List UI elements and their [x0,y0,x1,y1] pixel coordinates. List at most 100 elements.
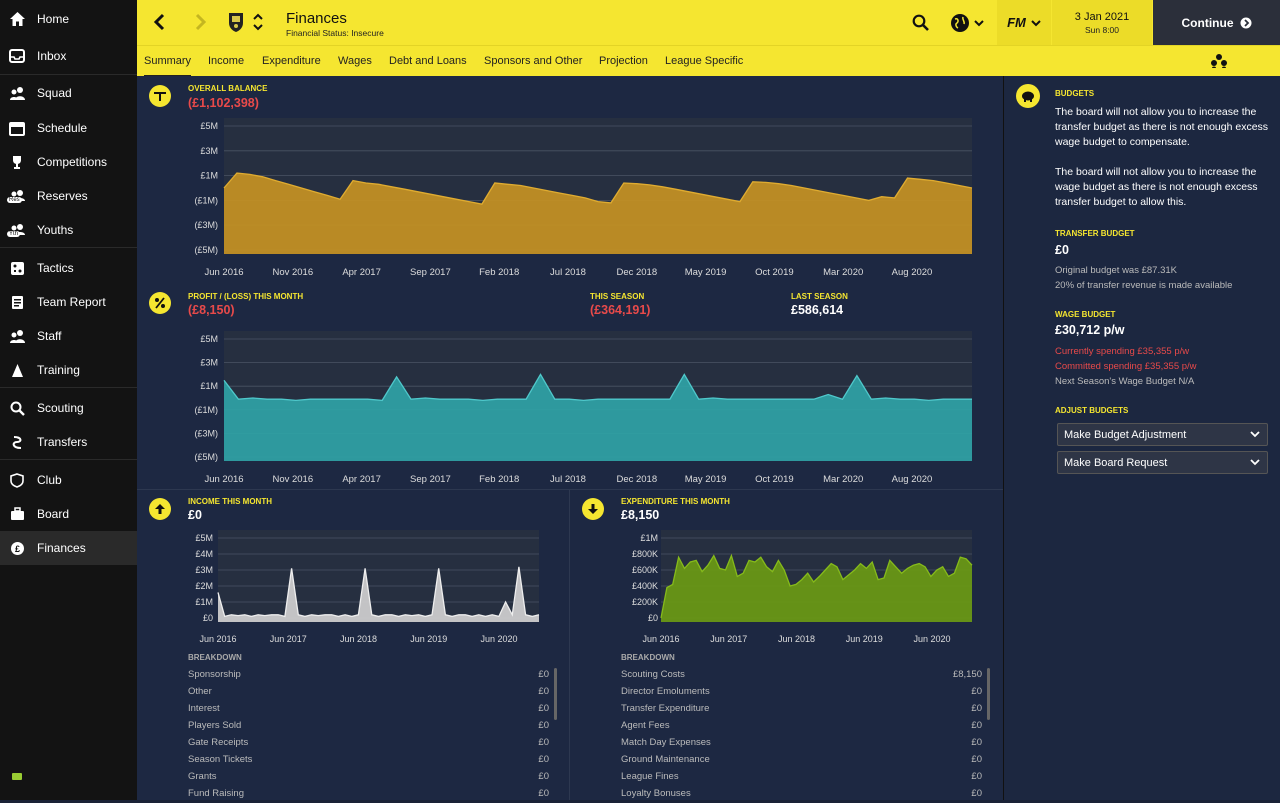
expenditure-breakdown-row[interactable]: Transfer Expenditure £0 [621,703,982,718]
staff-icon [8,327,26,345]
expenditure-breakdown-name: Ground Maintenance [621,754,710,765]
income-breakdown-scrollbar[interactable] [554,668,557,720]
tab-summary[interactable]: Summary [144,46,192,77]
globe-icon [951,14,969,32]
chevron-down-icon [1031,19,1041,26]
calendar-icon [8,119,26,137]
arrow-right-circle-icon [1240,17,1251,28]
overall-balance-label: OVERALL BALANCE [188,84,268,93]
tab-debt-and-loans[interactable]: Debt and Loans [389,55,467,67]
expenditure-breakdown-row[interactable]: League Fines £0 [621,771,982,786]
svg-text:£: £ [14,544,19,554]
forward-button[interactable] [195,13,207,36]
training-icon [8,361,26,379]
home-icon [8,10,26,28]
profit-label: PROFIT / (LOSS) THIS MONTH [188,292,304,301]
search-button[interactable] [912,14,929,36]
reserves-badge: Res [7,197,22,203]
financial-status: Financial Status: Insecure [286,28,384,38]
continue-label: Continue [1181,15,1234,30]
expenditure-breakdown-scrollbar[interactable] [987,668,990,720]
club-crest[interactable] [228,11,244,38]
sidebar-item-tactics[interactable]: Tactics [0,251,137,285]
expenditure-breakdown-value: £0 [971,737,982,748]
expenditure-breakdown-row[interactable]: Ground Maintenance £0 [621,754,982,769]
sidebar-item-team-report[interactable]: Team Report [0,285,137,319]
sidebar-item-squad[interactable]: Squad [0,75,137,111]
income-breakdown-row[interactable]: Season Tickets £0 [188,754,549,769]
transfer-budget-label: TRANSFER BUDGET [1055,229,1135,238]
income-breakdown-row[interactable]: Other £0 [188,686,549,701]
world-button[interactable] [950,13,984,33]
sidebar-item-label: Competitions [37,155,108,169]
income-breakdown-value: £0 [538,703,549,714]
income-breakdown-name: Gate Receipts [188,737,249,748]
sidebar-item-home[interactable]: Home [0,0,137,37]
staff-advice-button[interactable] [1210,53,1228,74]
sidebar-item-club[interactable]: Club [0,463,137,497]
expenditure-breakdown-row[interactable]: Scouting Costs £8,150 [621,669,982,684]
income-breakdown-value: £0 [538,737,549,748]
expenditure-breakdown-value: £0 [971,771,982,782]
expenditure-label: EXPENDITURE THIS MONTH [621,497,730,506]
board-request-dropdown[interactable]: Make Board Request [1057,451,1268,474]
date-display[interactable]: 3 Jan 2021 Sun 8:00 [1052,0,1152,45]
income-breakdown-row[interactable]: Fund Raising £0 [188,788,549,803]
tab-expenditure[interactable]: Expenditure [262,55,321,67]
sidebar-item-youths[interactable]: Yth Youths [0,213,137,247]
sidebar-item-scouting[interactable]: Scouting [0,391,137,425]
tab-income[interactable]: Income [208,55,245,67]
sidebar-item-board[interactable]: Board [0,497,137,531]
income-breakdown-name: Season Tickets [188,754,253,765]
page-title: Finances [286,10,347,27]
divider-horizontal [137,489,1003,490]
back-button[interactable] [153,13,165,36]
income-breakdown-row[interactable]: Players Sold £0 [188,720,549,735]
income-breakdown-row[interactable]: Grants £0 [188,771,549,786]
expenditure-breakdown-row[interactable]: Loyalty Bonuses £0 [621,788,982,803]
arrow-down-icon [588,504,598,514]
income-breakdown-row[interactable]: Interest £0 [188,703,549,718]
tab-league-specific[interactable]: League Specific [665,55,744,67]
sidebar-item-competitions[interactable]: Competitions [0,145,137,179]
sidebar-item-schedule[interactable]: Schedule [0,111,137,145]
sidebar-item-transfers[interactable]: Transfers [0,425,137,459]
income-breakdown-row[interactable]: Sponsorship £0 [188,669,549,684]
last-season-label: LAST SEASON [791,292,848,301]
club-switcher[interactable] [253,12,263,37]
sidebar-item-reserves[interactable]: Res Reserves [0,179,137,213]
expenditure-breakdown-row[interactable]: Agent Fees £0 [621,720,982,735]
fm-menu-button[interactable]: FM [997,0,1051,45]
club-icon [8,471,26,489]
income-breakdown-name: Interest [188,703,220,714]
sidebar-item-staff[interactable]: Staff [0,319,137,353]
expenditure-breakdown-name: Director Emoluments [621,686,710,697]
tab-projection[interactable]: Projection [599,55,648,67]
squad-icon [8,84,26,102]
sidebar-item-inbox[interactable]: Inbox [0,37,137,74]
transfer-budget-original: Original budget was £87.31K [1055,265,1177,276]
board-icon [8,505,26,523]
balance-section-icon [149,85,171,107]
tab-wages[interactable]: Wages [338,55,372,67]
trophy-icon [8,153,26,171]
chevron-right-icon [195,13,207,31]
budget-adjustment-dropdown[interactable]: Make Budget Adjustment [1057,423,1268,446]
expenditure-breakdown-value: £0 [971,686,982,697]
income-breakdown-row[interactable]: Gate Receipts £0 [188,737,549,752]
expenditure-breakdown-row[interactable]: Director Emoluments £0 [621,686,982,701]
budget-adjustment-label: Make Budget Adjustment [1064,428,1187,441]
sidebar-item-training[interactable]: Training [0,353,137,387]
sidebar-item-label: Inbox [37,48,67,63]
keyboard-icon[interactable] [12,773,22,780]
expenditure-breakdown-row[interactable]: Match Day Expenses £0 [621,737,982,752]
income-breakdown-name: Fund Raising [188,788,244,799]
sidebar-item-label: Youths [37,223,74,237]
sidebar-item-label: Tactics [37,261,74,275]
committed-wage-spending: Committed spending £35,355 p/w [1055,361,1197,372]
nav-group-tactics: Tactics Team Report Staff Training [0,248,137,388]
continue-button[interactable]: Continue [1153,0,1280,45]
tab-sponsors-and-other[interactable]: Sponsors and Other [484,55,583,67]
chevron-down-icon [1250,431,1260,438]
sidebar-item-finances[interactable]: £ Finances [0,531,137,565]
